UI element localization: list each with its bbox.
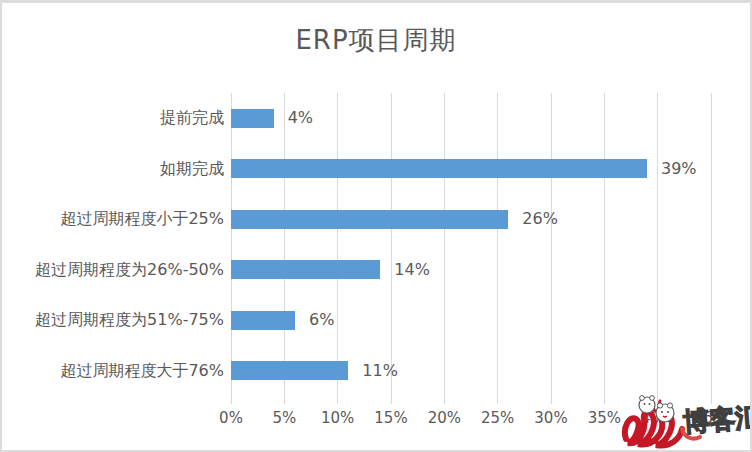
bar	[231, 311, 295, 330]
category-label: 如期完成	[8, 158, 224, 180]
category-label: 提前完成	[8, 107, 224, 129]
bar	[231, 260, 380, 279]
gridline	[391, 93, 392, 404]
watermark-text: 博客汇	[681, 402, 752, 437]
gridline	[444, 93, 445, 404]
watermark: 博客汇	[620, 389, 752, 451]
bar	[231, 361, 348, 380]
x-axis-tick-label: 15%	[361, 408, 421, 428]
bar-data-label: 39%	[661, 158, 697, 180]
gridline	[284, 93, 285, 404]
x-axis-tick-label: 10%	[308, 408, 368, 428]
gridline	[497, 93, 498, 404]
gridline	[657, 93, 658, 404]
gridline	[231, 93, 232, 404]
category-label: 超过周期程度小于25%	[8, 208, 224, 230]
gridline	[337, 93, 338, 404]
chart-title: ERP项目周期	[2, 23, 750, 58]
x-axis-tick-label: 5%	[254, 408, 314, 428]
category-label: 超过周期程度为51%-75%	[8, 309, 224, 331]
x-axis-tick-label: 25%	[468, 408, 528, 428]
gridline	[711, 93, 712, 404]
chart-frame: ERP项目周期 4%39%26%14%6%11% 博客汇 0%5%10%15%2…	[0, 0, 752, 452]
plot-area: 4% 39% 26% 14% 6% 11%	[231, 93, 711, 396]
category-label: 超过周期程度大于76%	[8, 360, 224, 382]
x-axis-tick-label: 0%	[201, 408, 261, 428]
bar-data-label: 6%	[309, 309, 334, 331]
bar-data-label: 4%	[288, 107, 313, 129]
category-label: 超过周期程度为26%-50%	[8, 259, 224, 281]
gridline	[551, 93, 552, 404]
bar-data-label: 14%	[394, 259, 430, 281]
bar	[231, 109, 274, 128]
bar	[231, 210, 508, 229]
bar	[231, 159, 647, 178]
bar-data-label: 11%	[362, 360, 398, 382]
x-axis-tick-label: 20%	[414, 408, 474, 428]
red-swirl-mascot-logo-icon: 博客汇	[620, 389, 752, 451]
bar-data-label: 26%	[522, 208, 558, 230]
gridline	[604, 93, 605, 404]
x-axis-tick-label: 30%	[521, 408, 581, 428]
